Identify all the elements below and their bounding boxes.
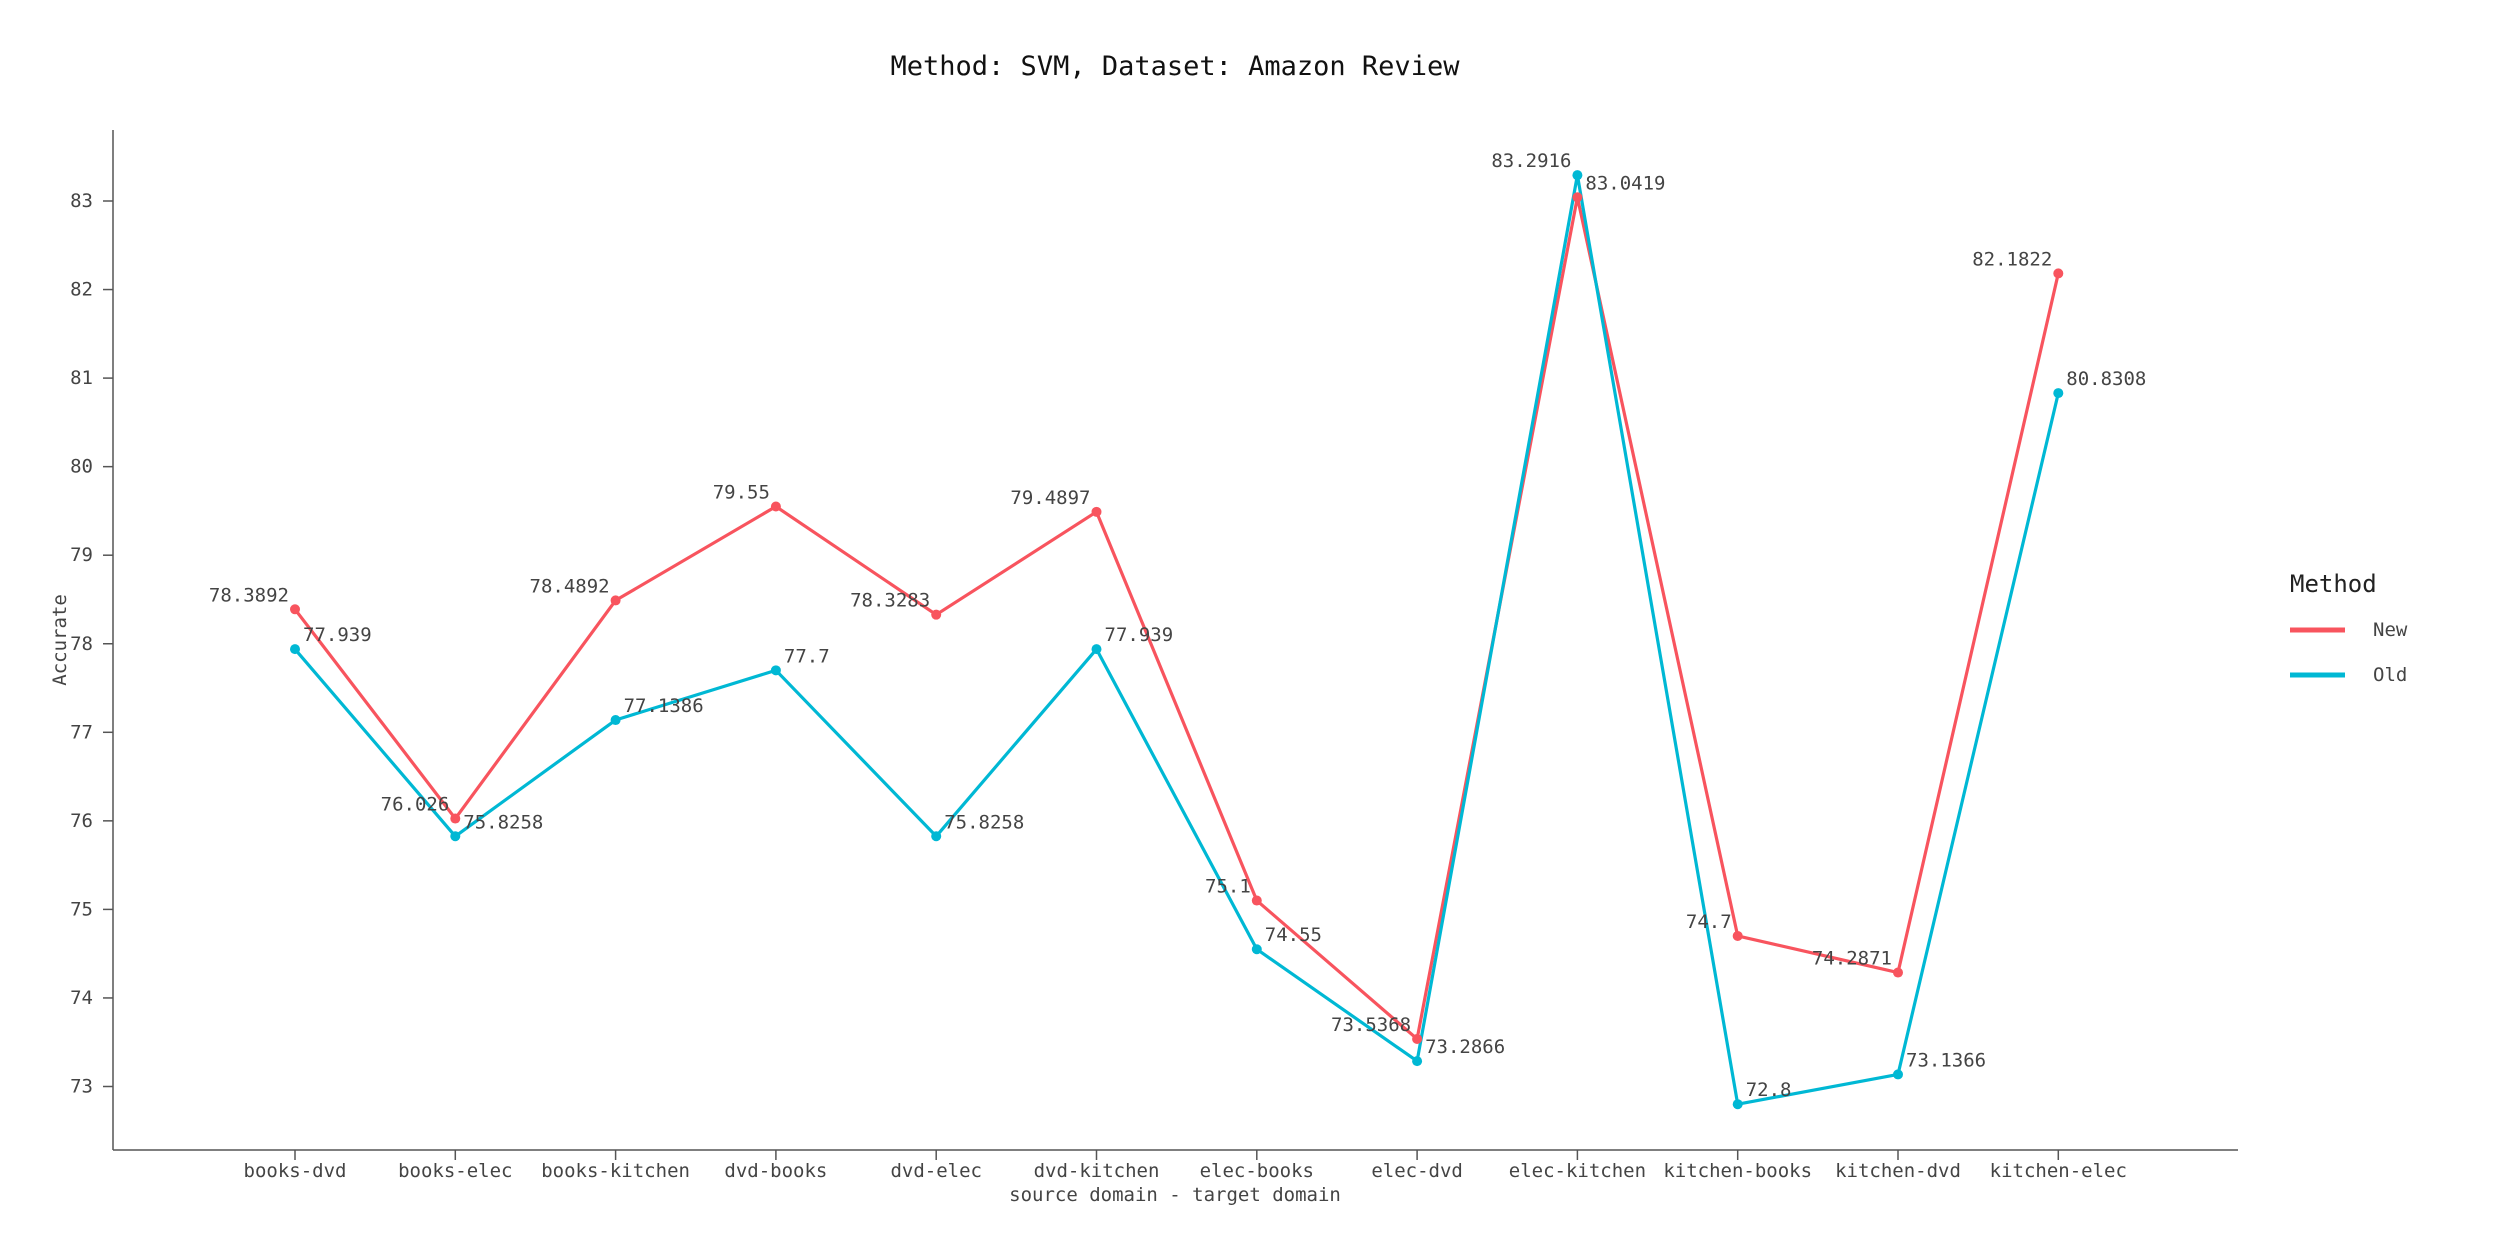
data-point — [1572, 170, 1583, 181]
x-ticks: books-dvd books-elec books-kitchen dvd-book… — [244, 1150, 2127, 1182]
data-label: 74.55 — [1265, 924, 1322, 946]
y-tick-label: 78 — [70, 633, 93, 655]
data-label: 73.2866 — [1425, 1036, 1505, 1058]
data-label: 78.3892 — [209, 584, 289, 606]
x-tick-label: kitchen-elec — [1990, 1160, 2127, 1182]
data-point — [770, 501, 781, 512]
data-label: 83.2916 — [1491, 150, 1571, 172]
y-tick-label: 73 — [70, 1076, 93, 1098]
x-tick-label: dvd-books — [724, 1160, 827, 1182]
data-point — [450, 831, 461, 842]
data-point — [1412, 1056, 1423, 1067]
data-point — [1091, 644, 1102, 655]
data-label: 77.939 — [1105, 624, 1174, 646]
x-tick-label: books-dvd — [244, 1160, 347, 1182]
x-tick-label: elec-books — [1200, 1160, 1314, 1182]
x-tick-label: elec-dvd — [1371, 1160, 1463, 1182]
series-new — [293, 195, 2060, 1041]
data-label: 75.8258 — [944, 811, 1024, 833]
series-points-old: 77.939 75.8258 77.1386 77.7 75.8258 77.939 74.… — [290, 150, 2146, 1110]
data-point — [610, 595, 621, 606]
x-tick-label: dvd-kitchen — [1034, 1160, 1160, 1182]
data-point — [290, 644, 300, 655]
data-point — [1732, 930, 1743, 941]
legend: Method New Old — [2290, 570, 2408, 686]
data-label: 77.7 — [784, 645, 830, 667]
data-label: 74.7 — [1686, 911, 1732, 933]
x-tick-label: books-kitchen — [541, 1160, 690, 1182]
data-label: 79.4897 — [1010, 487, 1090, 509]
y-tick-label: 82 — [70, 279, 93, 301]
data-label: 74.2871 — [1812, 948, 1892, 970]
legend-title: Method — [2290, 570, 2377, 598]
y-tick-label: 76 — [70, 810, 93, 832]
y-axis-label: Accurate — [49, 594, 71, 686]
data-point — [2053, 268, 2064, 279]
data-label: 82.1822 — [1972, 248, 2052, 270]
data-point — [1251, 944, 1262, 955]
data-point — [1572, 192, 1583, 203]
series-old — [293, 173, 2060, 1106]
data-point — [1412, 1033, 1423, 1044]
data-label: 72.8 — [1746, 1079, 1792, 1101]
data-label: 83.0419 — [1585, 172, 1665, 194]
data-label: 73.1366 — [1906, 1049, 1986, 1071]
data-point — [931, 609, 942, 620]
data-label: 73.5368 — [1331, 1014, 1411, 1036]
chart-title: Method: SVM, Dataset: Amazon Review — [891, 51, 1461, 82]
y-tick-label: 74 — [70, 987, 93, 1009]
series-line — [293, 195, 2060, 1041]
data-point — [770, 665, 781, 676]
y-tick-label: 80 — [70, 456, 93, 478]
x-tick-label: elec-kitchen — [1509, 1160, 1646, 1182]
data-point — [610, 715, 621, 726]
data-label: 75.8258 — [463, 811, 543, 833]
data-label: 77.1386 — [624, 695, 704, 717]
y-tick-label: 81 — [70, 367, 93, 389]
data-label: 78.3283 — [850, 590, 930, 612]
data-label: 75.1 — [1205, 876, 1251, 898]
y-tick-label: 79 — [70, 544, 93, 566]
data-label: 77.939 — [303, 624, 372, 646]
data-point — [1893, 967, 1903, 978]
data-label: 76.026 — [381, 794, 450, 816]
series-layer: 78.389276.02678.489279.5578.328379.48977… — [209, 150, 2146, 1110]
data-point — [931, 831, 942, 842]
data-point — [1893, 1069, 1903, 1080]
data-point — [1732, 1099, 1743, 1110]
legend-label: Old — [2373, 664, 2407, 686]
data-point — [450, 813, 461, 824]
y-tick-label: 75 — [70, 898, 93, 920]
data-point — [1251, 895, 1262, 906]
x-tick-label: dvd-elec — [890, 1160, 982, 1182]
y-tick-label: 77 — [70, 721, 93, 743]
x-tick-label: kitchen-books — [1663, 1160, 1812, 1182]
data-point — [1091, 506, 1102, 517]
data-point — [290, 604, 300, 615]
data-label: 79.55 — [713, 481, 770, 503]
x-tick-label: books-elec — [398, 1160, 512, 1182]
y-ticks: 73 74 75 76 77 78 79 80 81 82 83 — [70, 190, 113, 1098]
data-label: 80.8308 — [2066, 368, 2146, 390]
series-line — [293, 173, 2060, 1106]
series-points-new: 78.3892 76.026 78.4892 79.55 78.3283 79.4897 7… — [209, 172, 2064, 1044]
x-axis-label: source domain - target domain — [1009, 1184, 1341, 1206]
data-point — [2053, 388, 2064, 399]
y-tick-label: 83 — [70, 190, 93, 212]
data-label: 78.4892 — [530, 575, 610, 597]
legend-label: New — [2373, 619, 2408, 641]
x-tick-label: kitchen-dvd — [1835, 1160, 1961, 1182]
